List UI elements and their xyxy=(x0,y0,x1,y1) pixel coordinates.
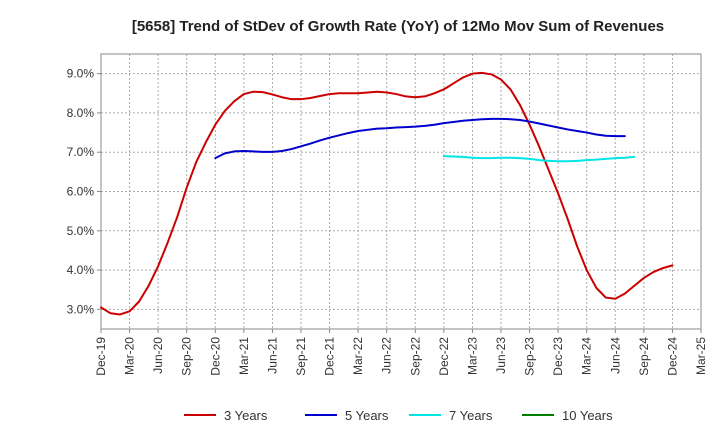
series-line-7-years xyxy=(442,155,636,163)
x-tick-label: Dec-20 xyxy=(208,337,222,376)
x-tick-label: Jun-21 xyxy=(265,337,279,374)
y-tick-label: 8.0% xyxy=(67,106,95,120)
legend: 3 Years 5 Years 7 Years 10 Years xyxy=(184,408,613,423)
x-tick-label: Sep-24 xyxy=(637,337,651,376)
x-tick-label: Dec-22 xyxy=(437,337,451,376)
grid-layer xyxy=(101,54,701,329)
x-tick-label: Jun-20 xyxy=(151,337,165,374)
x-tick-label: Jun-24 xyxy=(608,337,622,374)
x-tick-label: Mar-24 xyxy=(580,337,594,375)
x-tick-label: Mar-25 xyxy=(694,337,708,375)
y-tick-label: 9.0% xyxy=(67,67,95,81)
x-tick-label: Jun-22 xyxy=(380,337,394,374)
legend-label-3-years: 3 Years xyxy=(224,408,268,423)
x-tick-label: Mar-23 xyxy=(465,337,479,375)
y-tick-label: 6.0% xyxy=(67,185,95,199)
x-tick-label: Dec-21 xyxy=(323,337,337,376)
x-tick-label: Mar-22 xyxy=(351,337,365,375)
x-tick-label: Sep-21 xyxy=(294,337,308,376)
x-tick-label: Jun-23 xyxy=(494,337,508,374)
y-tick-label: 7.0% xyxy=(67,145,95,159)
legend-label-5-years: 5 Years xyxy=(345,408,389,423)
x-tick-label: Sep-23 xyxy=(523,337,537,376)
x-tick-label: Mar-21 xyxy=(237,337,251,375)
y-tick-label: 5.0% xyxy=(67,224,95,238)
series-line-5-years xyxy=(214,117,626,160)
series-line-3-years xyxy=(100,71,674,316)
x-tick-label: Sep-20 xyxy=(180,337,194,376)
y-tick-label: 4.0% xyxy=(67,263,95,277)
x-tick-label: Mar-20 xyxy=(123,337,137,375)
x-tick-label: Dec-19 xyxy=(94,337,108,376)
axis-layer: Dec-19 Mar-20 Jun-20 Sep-20 Dec-20 Mar-21 Jun-… xyxy=(67,67,708,376)
legend-label-10-years: 10 Years xyxy=(562,408,613,423)
chart-title: [5658] Trend of StDev of Growth Rate (Yo… xyxy=(132,18,664,35)
series-layer xyxy=(100,71,674,316)
x-tick-label: Sep-22 xyxy=(408,337,422,376)
legend-label-7-years: 7 Years xyxy=(449,408,493,423)
y-tick-label: 3.0% xyxy=(67,302,95,316)
x-tick-label: Dec-23 xyxy=(551,337,565,376)
x-tick-label: Dec-24 xyxy=(665,337,679,376)
